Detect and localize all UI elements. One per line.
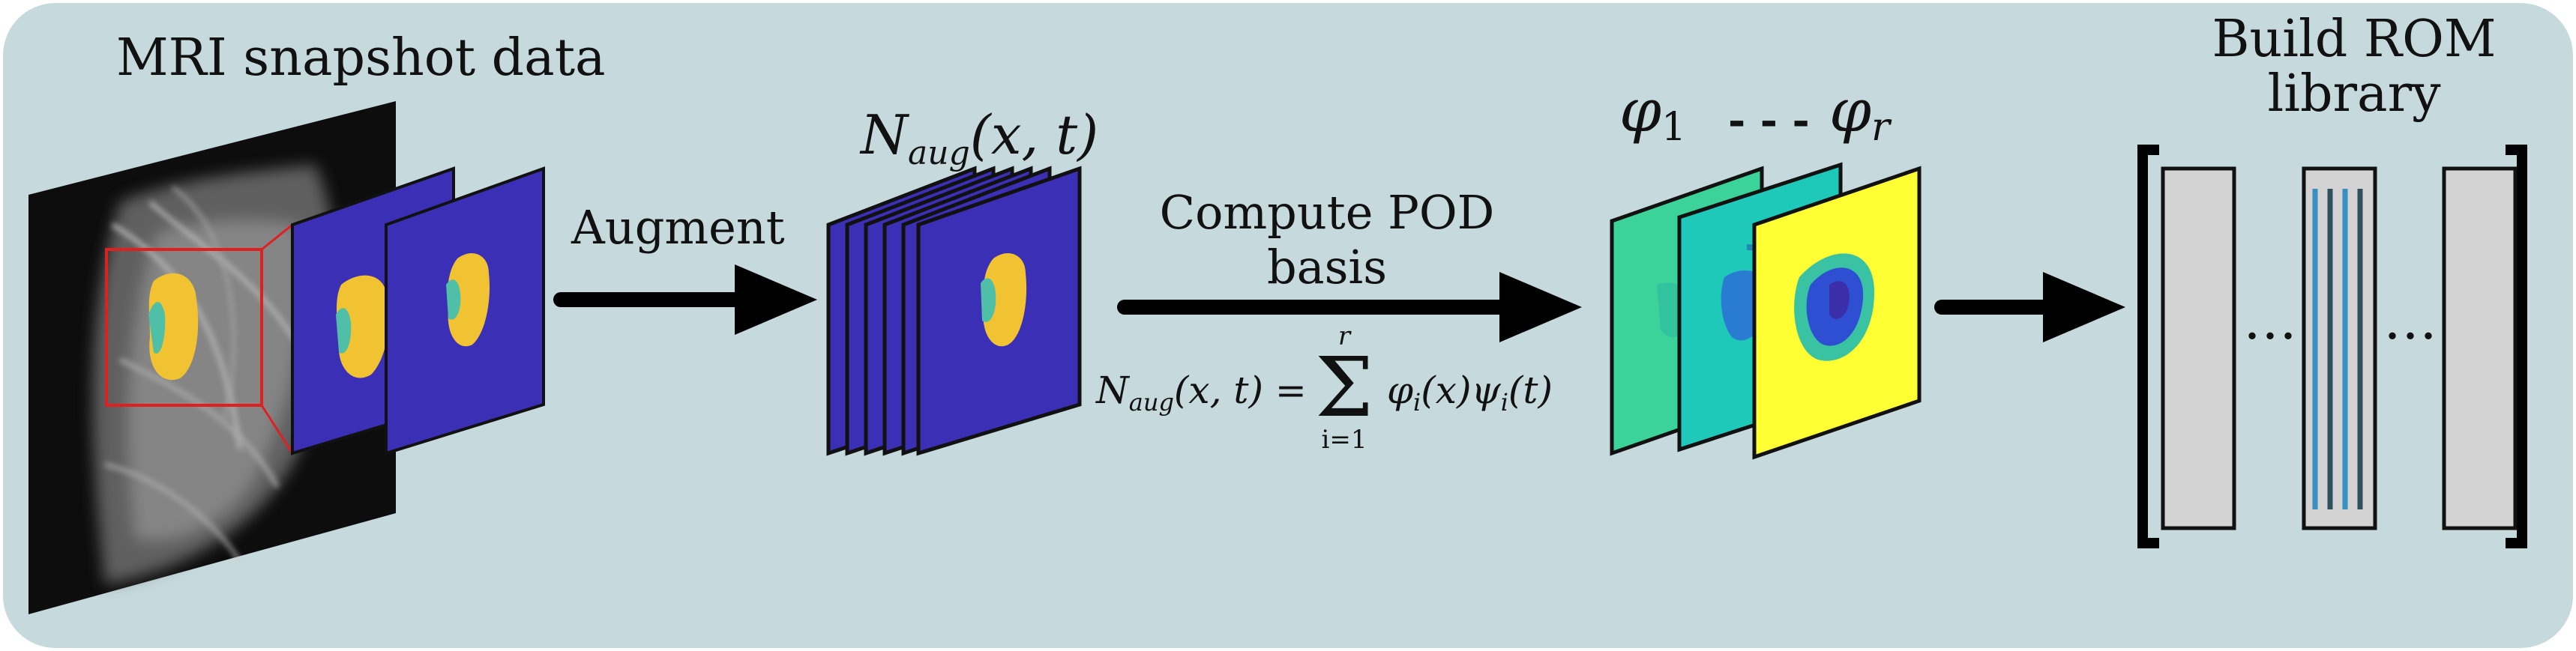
svg-text:r: r xyxy=(1338,321,1352,351)
panel-background xyxy=(3,3,2573,648)
naug-label: Naug(x, t) xyxy=(859,103,1098,172)
mri-title: MRI snapshot data xyxy=(116,28,606,88)
pod-label-line2: basis xyxy=(1267,240,1387,294)
pod-basis-stack-icon xyxy=(1610,162,1922,460)
phi-last-label: φr xyxy=(1829,76,1892,150)
augment-label: Augment xyxy=(571,200,785,255)
phi-first-label: φ1 xyxy=(1619,76,1686,150)
pod-arrow-icon xyxy=(1117,272,1582,342)
rom-library-matrix-icon xyxy=(2137,145,2527,548)
svg-text:Σ: Σ xyxy=(1315,339,1373,435)
rom-arrow-icon xyxy=(1934,272,2125,342)
rom-ellipsis-1: … xyxy=(2243,288,2297,351)
svg-text:φi(x)ψi(t): φi(x)ψi(t) xyxy=(1387,369,1553,417)
pod-equation: Naug(x, t) = r Σ i=1 φi(x)ψi(t) xyxy=(1095,321,1553,455)
svg-text:i=1: i=1 xyxy=(1322,425,1367,455)
augment-arrow-icon xyxy=(553,264,817,335)
svg-text:Naug(x, t) =: Naug(x, t) = xyxy=(1095,369,1307,417)
pod-label-line1: Compute POD xyxy=(1160,185,1495,240)
rom-title-line2: library xyxy=(2268,64,2442,124)
mri-slice-2-icon xyxy=(385,166,545,455)
phi-dots: - - - xyxy=(1728,96,1810,145)
augmented-slice-stack-icon xyxy=(826,166,1082,456)
rom-title-line1: Build ROM xyxy=(2212,10,2497,69)
rom-ellipsis-2: … xyxy=(2383,288,2437,351)
